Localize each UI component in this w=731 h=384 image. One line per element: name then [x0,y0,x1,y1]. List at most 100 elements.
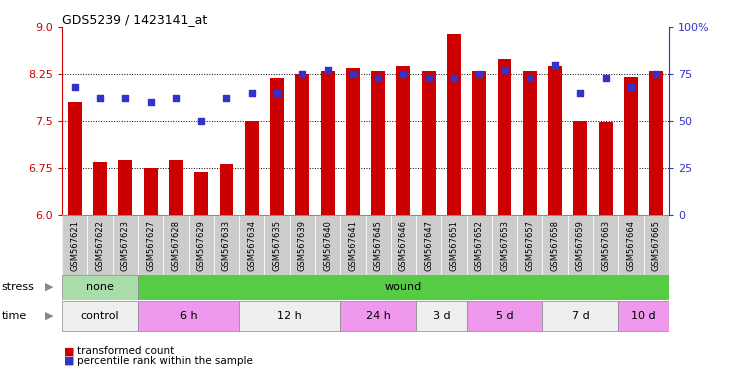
Text: GSM567622: GSM567622 [96,220,105,271]
Bar [50,215,656,275]
Text: GSM567659: GSM567659 [576,220,585,271]
Bar [422,71,436,215]
Bar [62,301,138,331]
Bar [289,215,315,275]
Point [625,84,637,90]
Text: GSM567633: GSM567633 [222,220,231,271]
Bar [93,162,107,215]
Text: GDS5239 / 1423141_at: GDS5239 / 1423141_at [62,13,208,26]
Bar [189,215,213,275]
Text: GSM567646: GSM567646 [399,220,408,271]
Text: ■: ■ [64,346,75,356]
Text: GSM567627: GSM567627 [146,220,155,271]
Bar [416,215,442,275]
Bar [548,66,562,215]
Text: GSM567639: GSM567639 [298,220,307,271]
Text: GSM567621: GSM567621 [70,220,79,271]
Bar [245,121,259,215]
Point [499,67,510,73]
Bar [270,78,284,215]
Text: ▶: ▶ [45,311,54,321]
Point [423,74,434,81]
Text: 12 h: 12 h [277,311,302,321]
Bar [649,71,663,215]
Text: time: time [1,311,27,321]
Text: GSM567640: GSM567640 [323,220,332,271]
Bar [169,160,183,215]
Text: control: control [80,311,119,321]
Text: none: none [86,282,114,292]
Bar [315,215,340,275]
Bar [239,215,265,275]
Text: GSM567652: GSM567652 [474,220,484,271]
Bar [466,215,492,275]
Point [145,99,156,105]
Bar [542,215,568,275]
Text: GSM567664: GSM567664 [626,220,635,271]
Text: wound: wound [385,282,422,292]
Point [372,74,384,81]
Text: GSM567635: GSM567635 [273,220,281,271]
Bar [62,215,88,275]
Point [347,71,359,77]
Bar [213,215,239,275]
Text: 6 h: 6 h [180,311,197,321]
Point [69,84,80,90]
Point [195,118,207,124]
Bar [568,215,593,275]
Bar [138,301,239,331]
Bar [599,122,613,215]
Bar [366,215,391,275]
Text: GSM567641: GSM567641 [349,220,357,271]
Text: GSM567623: GSM567623 [121,220,130,271]
Point [575,90,586,96]
Text: stress: stress [1,282,34,292]
Bar [371,71,385,215]
Point [246,90,257,96]
Bar [447,35,461,215]
Text: GSM567663: GSM567663 [601,220,610,271]
Bar [113,215,138,275]
Text: percentile rank within the sample: percentile rank within the sample [77,356,253,366]
Bar [118,160,132,215]
Bar [396,66,410,215]
Point [119,95,131,101]
Bar [472,71,486,215]
Text: ▶: ▶ [45,282,54,292]
Point [474,71,485,77]
Bar [321,71,335,215]
Bar [265,215,289,275]
Text: ■: ■ [64,356,75,366]
Bar [340,215,366,275]
Text: 3 d: 3 d [433,311,450,321]
Bar [624,77,638,215]
Text: GSM567634: GSM567634 [247,220,257,271]
Text: GSM567653: GSM567653 [500,220,509,271]
Bar [573,121,587,215]
Bar [340,301,416,331]
Bar [163,215,189,275]
Bar [466,301,542,331]
Point [170,95,182,101]
Text: GSM567628: GSM567628 [171,220,181,271]
Point [322,67,333,73]
Point [297,71,308,77]
Bar [391,215,416,275]
Text: 5 d: 5 d [496,311,513,321]
Text: GSM567651: GSM567651 [450,220,458,271]
Text: GSM567645: GSM567645 [374,220,382,271]
Bar [618,215,643,275]
Text: GSM567629: GSM567629 [197,220,205,271]
Point [398,71,409,77]
Text: 24 h: 24 h [366,311,390,321]
Bar [492,215,518,275]
Bar [239,301,340,331]
Bar [643,215,669,275]
Bar [138,215,163,275]
Text: GSM567658: GSM567658 [550,220,560,271]
Point [94,95,106,101]
Bar [68,102,82,215]
Bar [194,172,208,215]
Bar [498,60,512,215]
Point [549,61,561,68]
